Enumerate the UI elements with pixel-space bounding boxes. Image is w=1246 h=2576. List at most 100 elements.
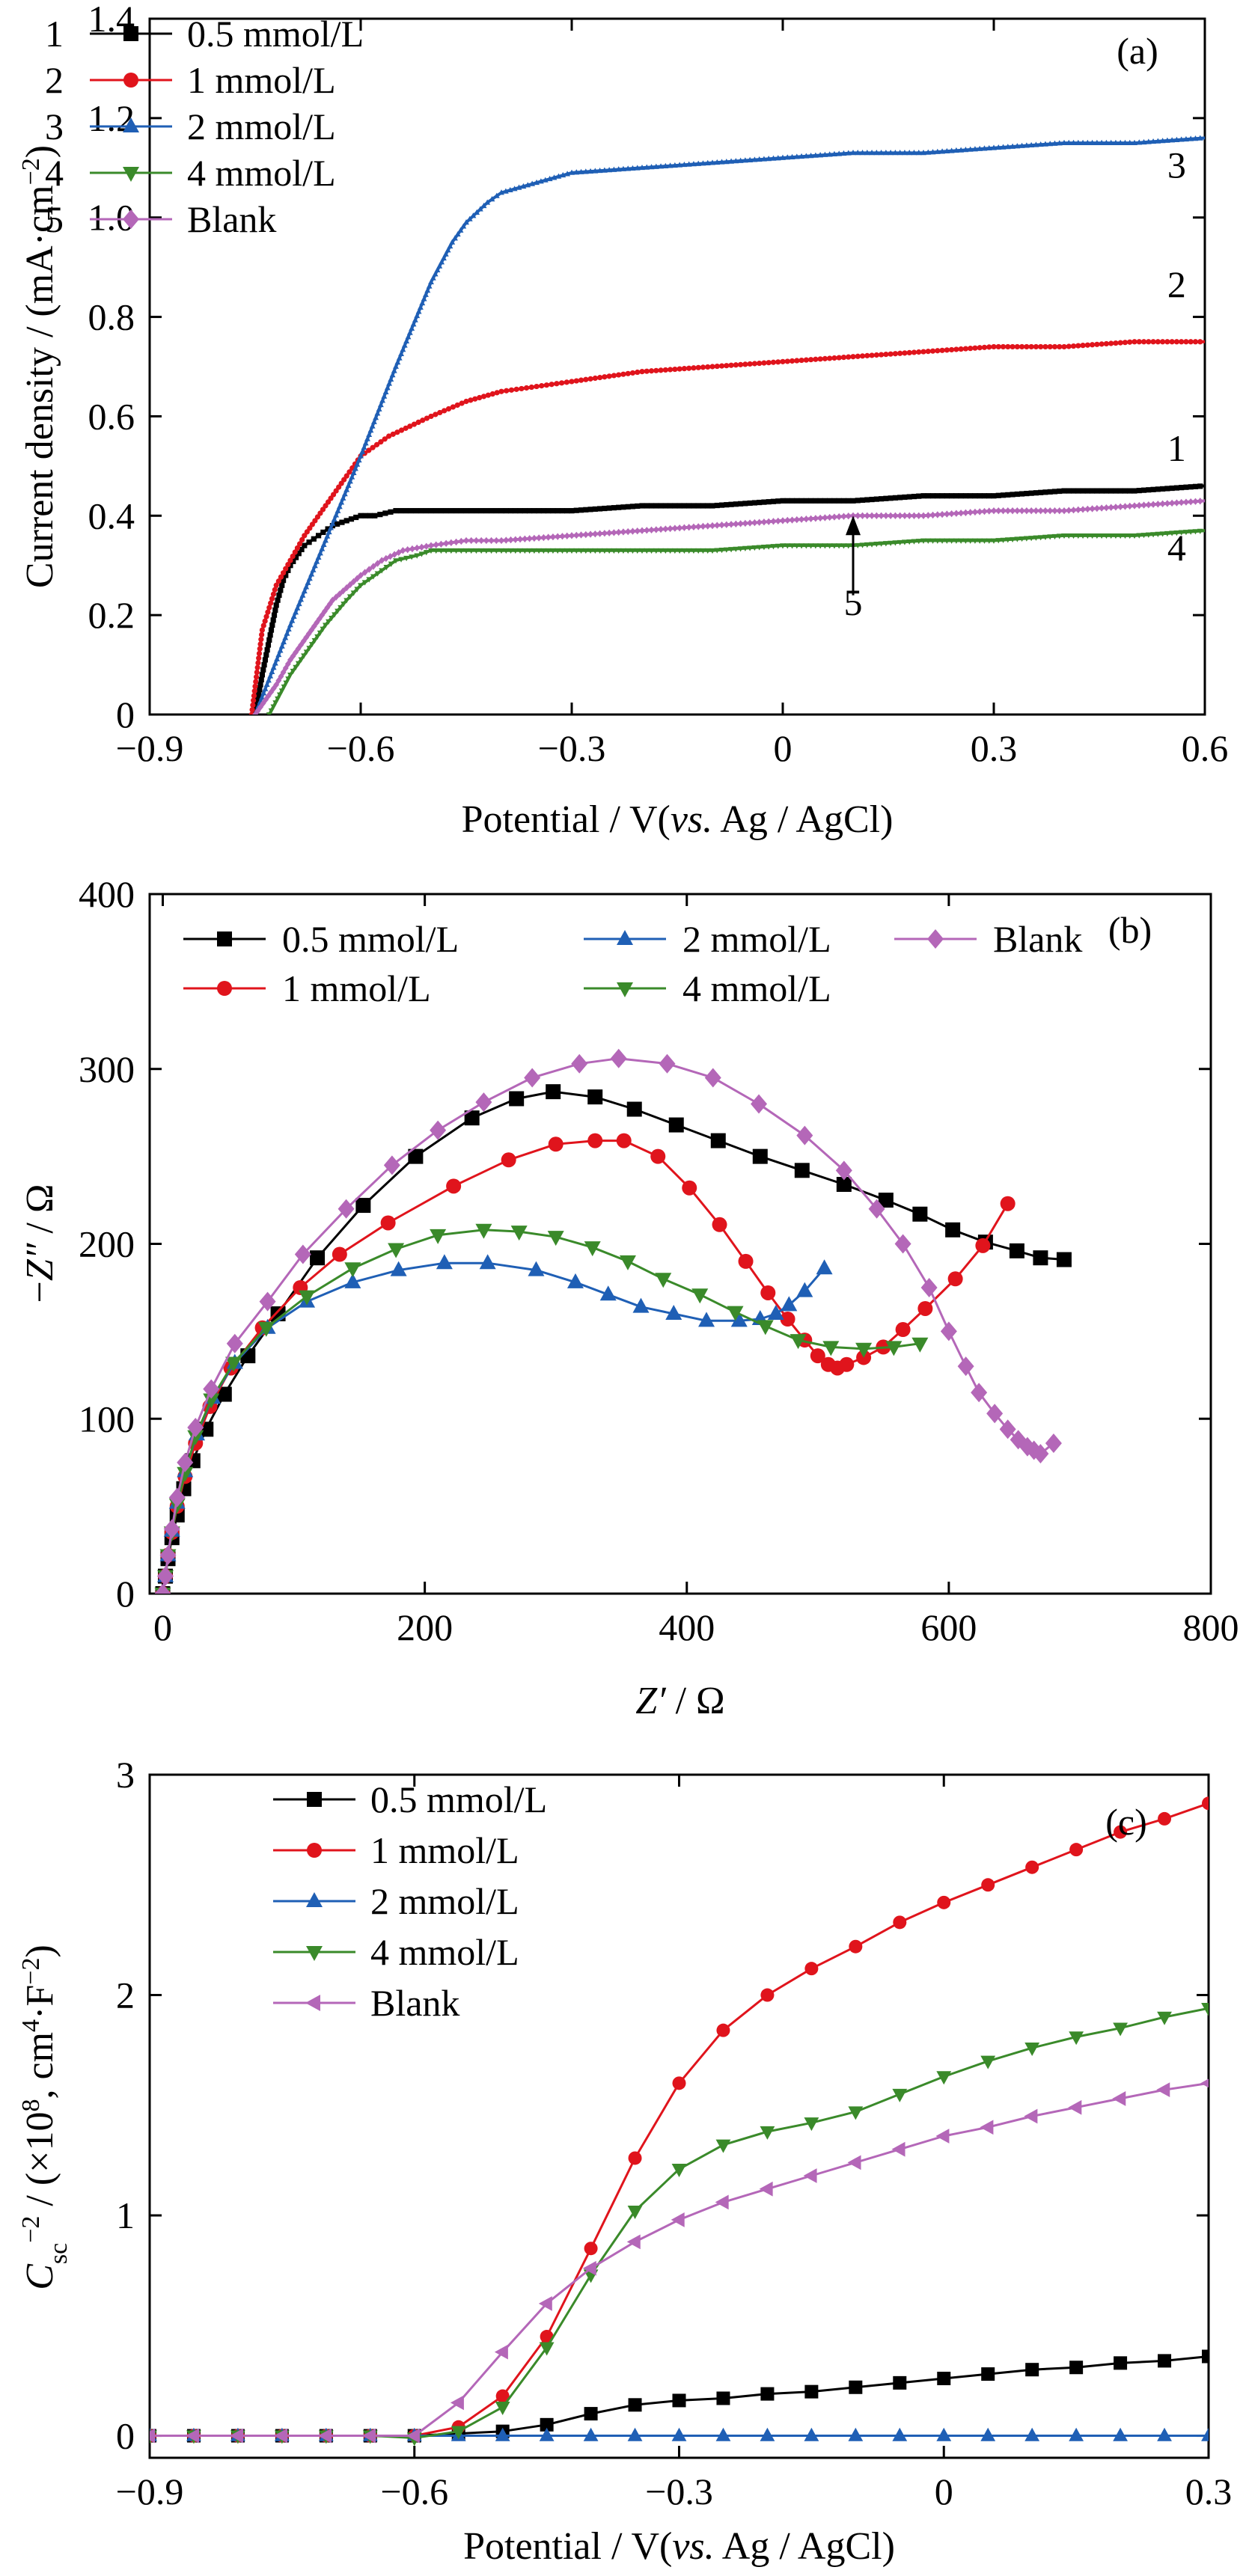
data-point <box>999 1419 1016 1440</box>
data-point <box>606 529 613 536</box>
data-point <box>285 567 291 573</box>
data-point <box>493 548 500 554</box>
data-point <box>742 519 748 527</box>
data-point <box>677 548 683 554</box>
data-point <box>1066 139 1072 145</box>
data-point <box>513 386 519 392</box>
data-point <box>939 538 946 544</box>
data-point <box>770 518 777 525</box>
data-point <box>629 527 636 535</box>
data-point <box>401 342 408 348</box>
data-point <box>376 406 382 412</box>
data-point <box>920 1277 938 1297</box>
data-point <box>897 150 903 156</box>
data-point <box>1164 530 1170 537</box>
data-point <box>757 499 763 506</box>
data-point <box>503 548 510 554</box>
data-point <box>296 551 302 557</box>
data-point <box>793 153 800 159</box>
data-point <box>1156 2082 1170 2098</box>
curve-label: 4 <box>1167 527 1186 569</box>
data-point <box>438 540 445 548</box>
data-point <box>836 150 843 156</box>
data-point <box>522 508 528 514</box>
data-point <box>1061 507 1067 515</box>
data-point <box>460 223 467 229</box>
data-point <box>1150 501 1157 508</box>
data-point <box>602 505 608 512</box>
data-point <box>826 543 833 549</box>
series-group <box>150 1796 1209 2447</box>
data-point <box>848 2427 864 2441</box>
data-point <box>953 346 959 352</box>
data-point <box>531 548 537 554</box>
data-point <box>836 355 842 361</box>
data-point <box>349 474 355 480</box>
data-point <box>336 590 343 598</box>
data-point <box>443 539 450 547</box>
data-point <box>281 578 287 584</box>
data-point <box>493 536 500 545</box>
data-point <box>715 2139 731 2153</box>
data-point <box>260 622 266 628</box>
data-point <box>686 503 692 509</box>
data-point <box>546 508 552 514</box>
data-point <box>1028 343 1034 350</box>
data-point <box>869 150 876 156</box>
data-point <box>822 498 828 504</box>
data-point <box>454 230 461 237</box>
data-point <box>262 685 269 691</box>
data-point <box>340 602 347 608</box>
data-point <box>326 528 332 535</box>
data-point <box>1080 343 1086 349</box>
legend-marker <box>305 1995 320 2011</box>
data-point <box>1113 2427 1128 2441</box>
data-point <box>428 413 434 420</box>
data-point <box>929 493 936 499</box>
data-point <box>1056 507 1063 515</box>
data-point <box>1023 507 1030 515</box>
data-point <box>583 507 589 513</box>
data-point <box>1019 343 1025 350</box>
data-point <box>1140 138 1147 145</box>
data-point <box>296 600 302 607</box>
data-point <box>808 498 814 504</box>
data-point <box>1075 533 1081 539</box>
data-point <box>894 1234 911 1254</box>
data-point <box>1038 489 1044 495</box>
data-point <box>1028 490 1034 496</box>
data-point <box>682 1180 697 1196</box>
data-point <box>370 574 376 580</box>
data-point <box>752 1148 768 1164</box>
data-point <box>775 543 781 549</box>
data-point <box>335 608 341 614</box>
data-point <box>929 538 936 544</box>
legend-label: 1 mmol/L <box>282 967 431 1009</box>
data-point <box>320 529 326 536</box>
data-point <box>412 316 418 322</box>
data-point <box>615 548 622 554</box>
data-point <box>1192 483 1199 489</box>
data-point <box>157 1566 174 1586</box>
data-point <box>981 2367 995 2381</box>
data-point <box>406 329 413 335</box>
data-point <box>635 369 641 376</box>
data-point <box>718 521 725 529</box>
data-point <box>1112 139 1119 145</box>
legend-number: 3 <box>45 105 64 147</box>
data-point <box>1057 343 1063 350</box>
data-point <box>1024 2043 1040 2056</box>
data-point <box>387 553 394 560</box>
data-point <box>1183 339 1189 345</box>
data-point <box>333 512 340 518</box>
data-point <box>517 536 524 543</box>
data-point <box>715 2194 729 2210</box>
data-point <box>386 380 393 386</box>
data-point <box>1010 536 1016 543</box>
data-point <box>784 498 790 504</box>
data-point <box>929 511 936 519</box>
data-point <box>948 510 955 518</box>
data-point <box>766 360 772 366</box>
data-point <box>639 369 645 375</box>
